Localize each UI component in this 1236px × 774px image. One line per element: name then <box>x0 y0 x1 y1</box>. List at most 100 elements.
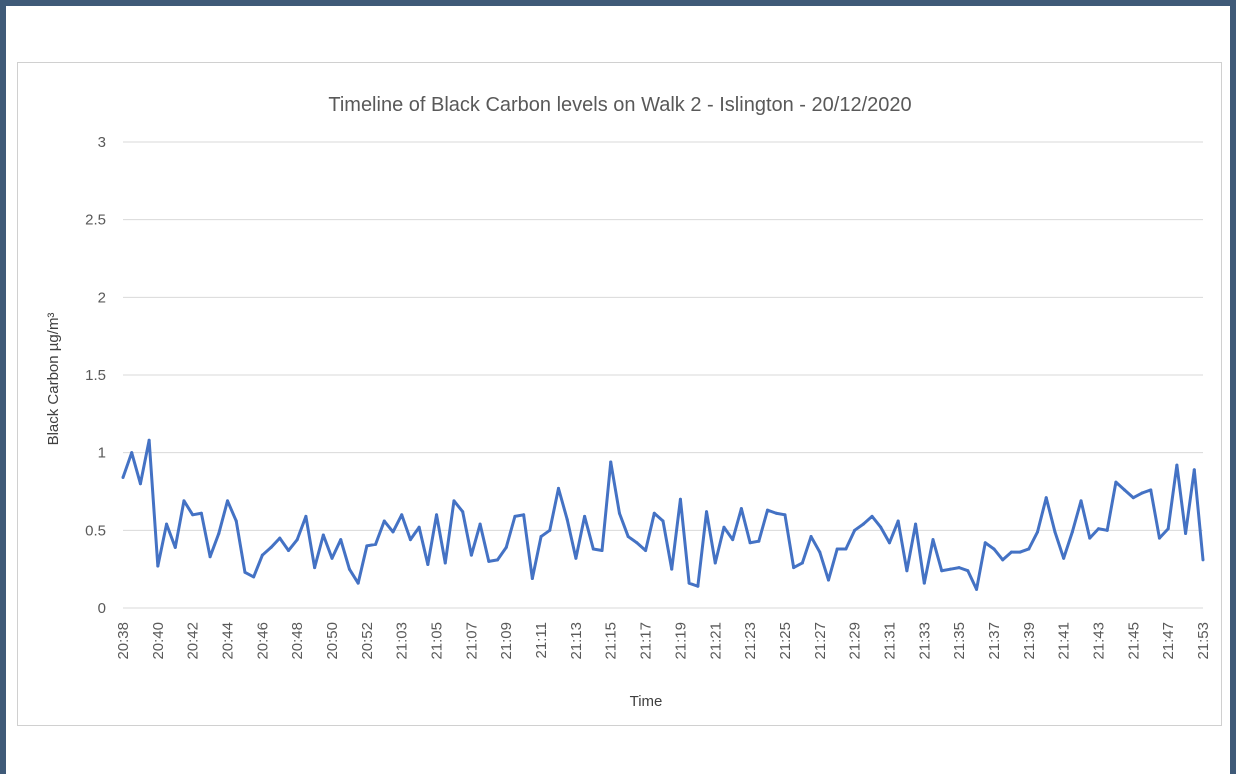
x-tick-label: 21:27 <box>812 622 829 660</box>
data-point <box>252 575 256 579</box>
data-point <box>931 538 935 542</box>
y-tick-label: 0.5 <box>85 522 106 539</box>
data-point <box>295 538 299 542</box>
data-point <box>469 553 473 557</box>
data-point <box>304 514 308 518</box>
data-point <box>1105 528 1109 532</box>
data-point <box>539 535 543 539</box>
data-point <box>452 499 456 503</box>
data-point <box>678 497 682 501</box>
data-point <box>1131 496 1135 500</box>
data-point <box>138 482 142 486</box>
y-tick-label: 2 <box>98 289 106 306</box>
data-point <box>1009 550 1013 554</box>
data-point <box>914 522 918 526</box>
data-point <box>147 438 151 442</box>
x-tick-label: 21:21 <box>707 622 724 660</box>
y-axis-title: Black Carbon µg/m³ <box>45 313 62 446</box>
data-point <box>565 517 569 521</box>
x-tick-label: 21:07 <box>463 622 480 660</box>
x-tick-label: 21:31 <box>881 622 898 660</box>
x-tick-label: 21:19 <box>672 622 689 660</box>
data-point <box>356 581 360 585</box>
data-point <box>121 476 125 480</box>
data-point <box>983 541 987 545</box>
data-point <box>461 510 465 514</box>
data-point <box>731 538 735 542</box>
data-point <box>896 519 900 523</box>
data-point <box>1070 530 1074 534</box>
data-point <box>722 525 726 529</box>
x-tick-label: 21:33 <box>916 622 933 660</box>
data-point <box>365 544 369 548</box>
data-point <box>313 566 317 570</box>
data-point <box>173 545 177 549</box>
data-point <box>635 541 639 545</box>
x-tick-label: 20:40 <box>150 622 167 660</box>
data-point <box>269 545 273 549</box>
data-point <box>234 519 238 523</box>
data-point <box>165 522 169 526</box>
data-point <box>1053 530 1057 534</box>
x-tick-label: 21:25 <box>777 622 794 660</box>
data-point <box>1079 499 1083 503</box>
data-point <box>478 522 482 526</box>
x-tick-label: 21:41 <box>1056 622 1073 660</box>
x-tick-label: 20:42 <box>185 622 202 660</box>
data-point <box>156 564 160 568</box>
data-point <box>208 555 212 559</box>
data-point <box>792 566 796 570</box>
x-axis-title: Time <box>630 693 663 710</box>
data-point <box>948 567 952 571</box>
data-point <box>1096 527 1100 531</box>
data-point <box>739 507 743 511</box>
data-point <box>844 547 848 551</box>
y-tick-label: 0 <box>98 600 106 617</box>
data-point <box>182 499 186 503</box>
data-point <box>853 528 857 532</box>
data-point <box>556 486 560 490</box>
data-point <box>339 538 343 542</box>
series-line <box>121 438 1205 591</box>
x-tick-label: 20:44 <box>220 622 237 660</box>
y-tick-label: 1.5 <box>85 367 106 384</box>
data-point <box>408 538 412 542</box>
data-point <box>1027 547 1031 551</box>
x-tick-label: 20:38 <box>115 622 132 660</box>
data-point <box>975 587 979 591</box>
data-point <box>687 581 691 585</box>
x-tick-label: 21:45 <box>1125 622 1142 660</box>
gridlines <box>123 141 1203 609</box>
x-tick-label: 20:52 <box>359 622 376 660</box>
x-tick-label: 21:05 <box>429 622 446 660</box>
data-point <box>1036 530 1040 534</box>
x-tick-label: 20:50 <box>324 622 341 660</box>
data-point <box>382 519 386 523</box>
x-tick-label: 21:53 <box>1195 622 1212 660</box>
data-point <box>583 514 587 518</box>
data-point <box>748 541 752 545</box>
series-layer <box>121 438 1205 591</box>
data-point <box>1044 496 1048 500</box>
data-point <box>966 569 970 573</box>
y-tick-label: 3 <box>98 134 106 151</box>
chart-area: Timeline of Black Carbon levels on Walk … <box>17 62 1222 726</box>
data-point <box>1201 558 1205 562</box>
data-point <box>835 547 839 551</box>
x-tick-label: 21:17 <box>638 622 655 660</box>
y-axis-ticks: 0 0.5 1 1.5 2 2.5 3 <box>85 134 106 617</box>
data-point <box>417 525 421 529</box>
x-tick-label: 21:23 <box>742 622 759 660</box>
data-point <box>783 513 787 517</box>
data-point <box>522 513 526 517</box>
data-point <box>1166 527 1170 531</box>
chart-title: Timeline of Black Carbon levels on Walk … <box>328 94 911 116</box>
data-point <box>644 549 648 553</box>
data-point <box>513 514 517 518</box>
data-point <box>887 541 891 545</box>
data-point <box>705 510 709 514</box>
data-point <box>286 549 290 553</box>
data-point <box>330 556 334 560</box>
data-point <box>809 535 813 539</box>
